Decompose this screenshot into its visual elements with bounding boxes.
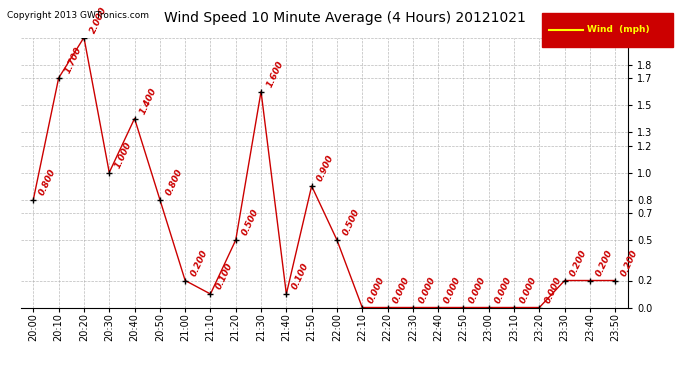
Text: 1.400: 1.400 — [139, 86, 159, 116]
Text: 0.000: 0.000 — [544, 275, 564, 305]
Text: 0.100: 0.100 — [215, 262, 235, 291]
Text: 2.000: 2.000 — [88, 5, 108, 35]
Text: 0.800: 0.800 — [37, 167, 58, 197]
Text: 1.000: 1.000 — [113, 140, 134, 170]
Text: 0.000: 0.000 — [493, 275, 513, 305]
Text: 1.600: 1.600 — [265, 59, 286, 89]
Text: 0.500: 0.500 — [341, 208, 362, 237]
Text: Wind  (mph): Wind (mph) — [586, 26, 649, 34]
Text: 0.100: 0.100 — [290, 262, 310, 291]
Text: 0.000: 0.000 — [392, 275, 412, 305]
Text: 0.000: 0.000 — [366, 275, 386, 305]
Text: 1.700: 1.700 — [63, 46, 83, 75]
Text: 0.500: 0.500 — [240, 208, 260, 237]
Text: 0.000: 0.000 — [442, 275, 462, 305]
Text: 0.800: 0.800 — [164, 167, 184, 197]
Text: 0.200: 0.200 — [189, 248, 210, 278]
Text: 0.000: 0.000 — [417, 275, 437, 305]
Text: 0.200: 0.200 — [594, 248, 614, 278]
Text: Wind Speed 10 Minute Average (4 Hours) 20121021: Wind Speed 10 Minute Average (4 Hours) 2… — [164, 11, 526, 25]
Text: 0.000: 0.000 — [468, 275, 488, 305]
Text: 0.200: 0.200 — [620, 248, 640, 278]
Text: 0.900: 0.900 — [316, 154, 336, 183]
Text: 0.200: 0.200 — [569, 248, 589, 278]
Text: Copyright 2013 GWTronics.com: Copyright 2013 GWTronics.com — [7, 11, 149, 20]
Text: 0.000: 0.000 — [518, 275, 538, 305]
